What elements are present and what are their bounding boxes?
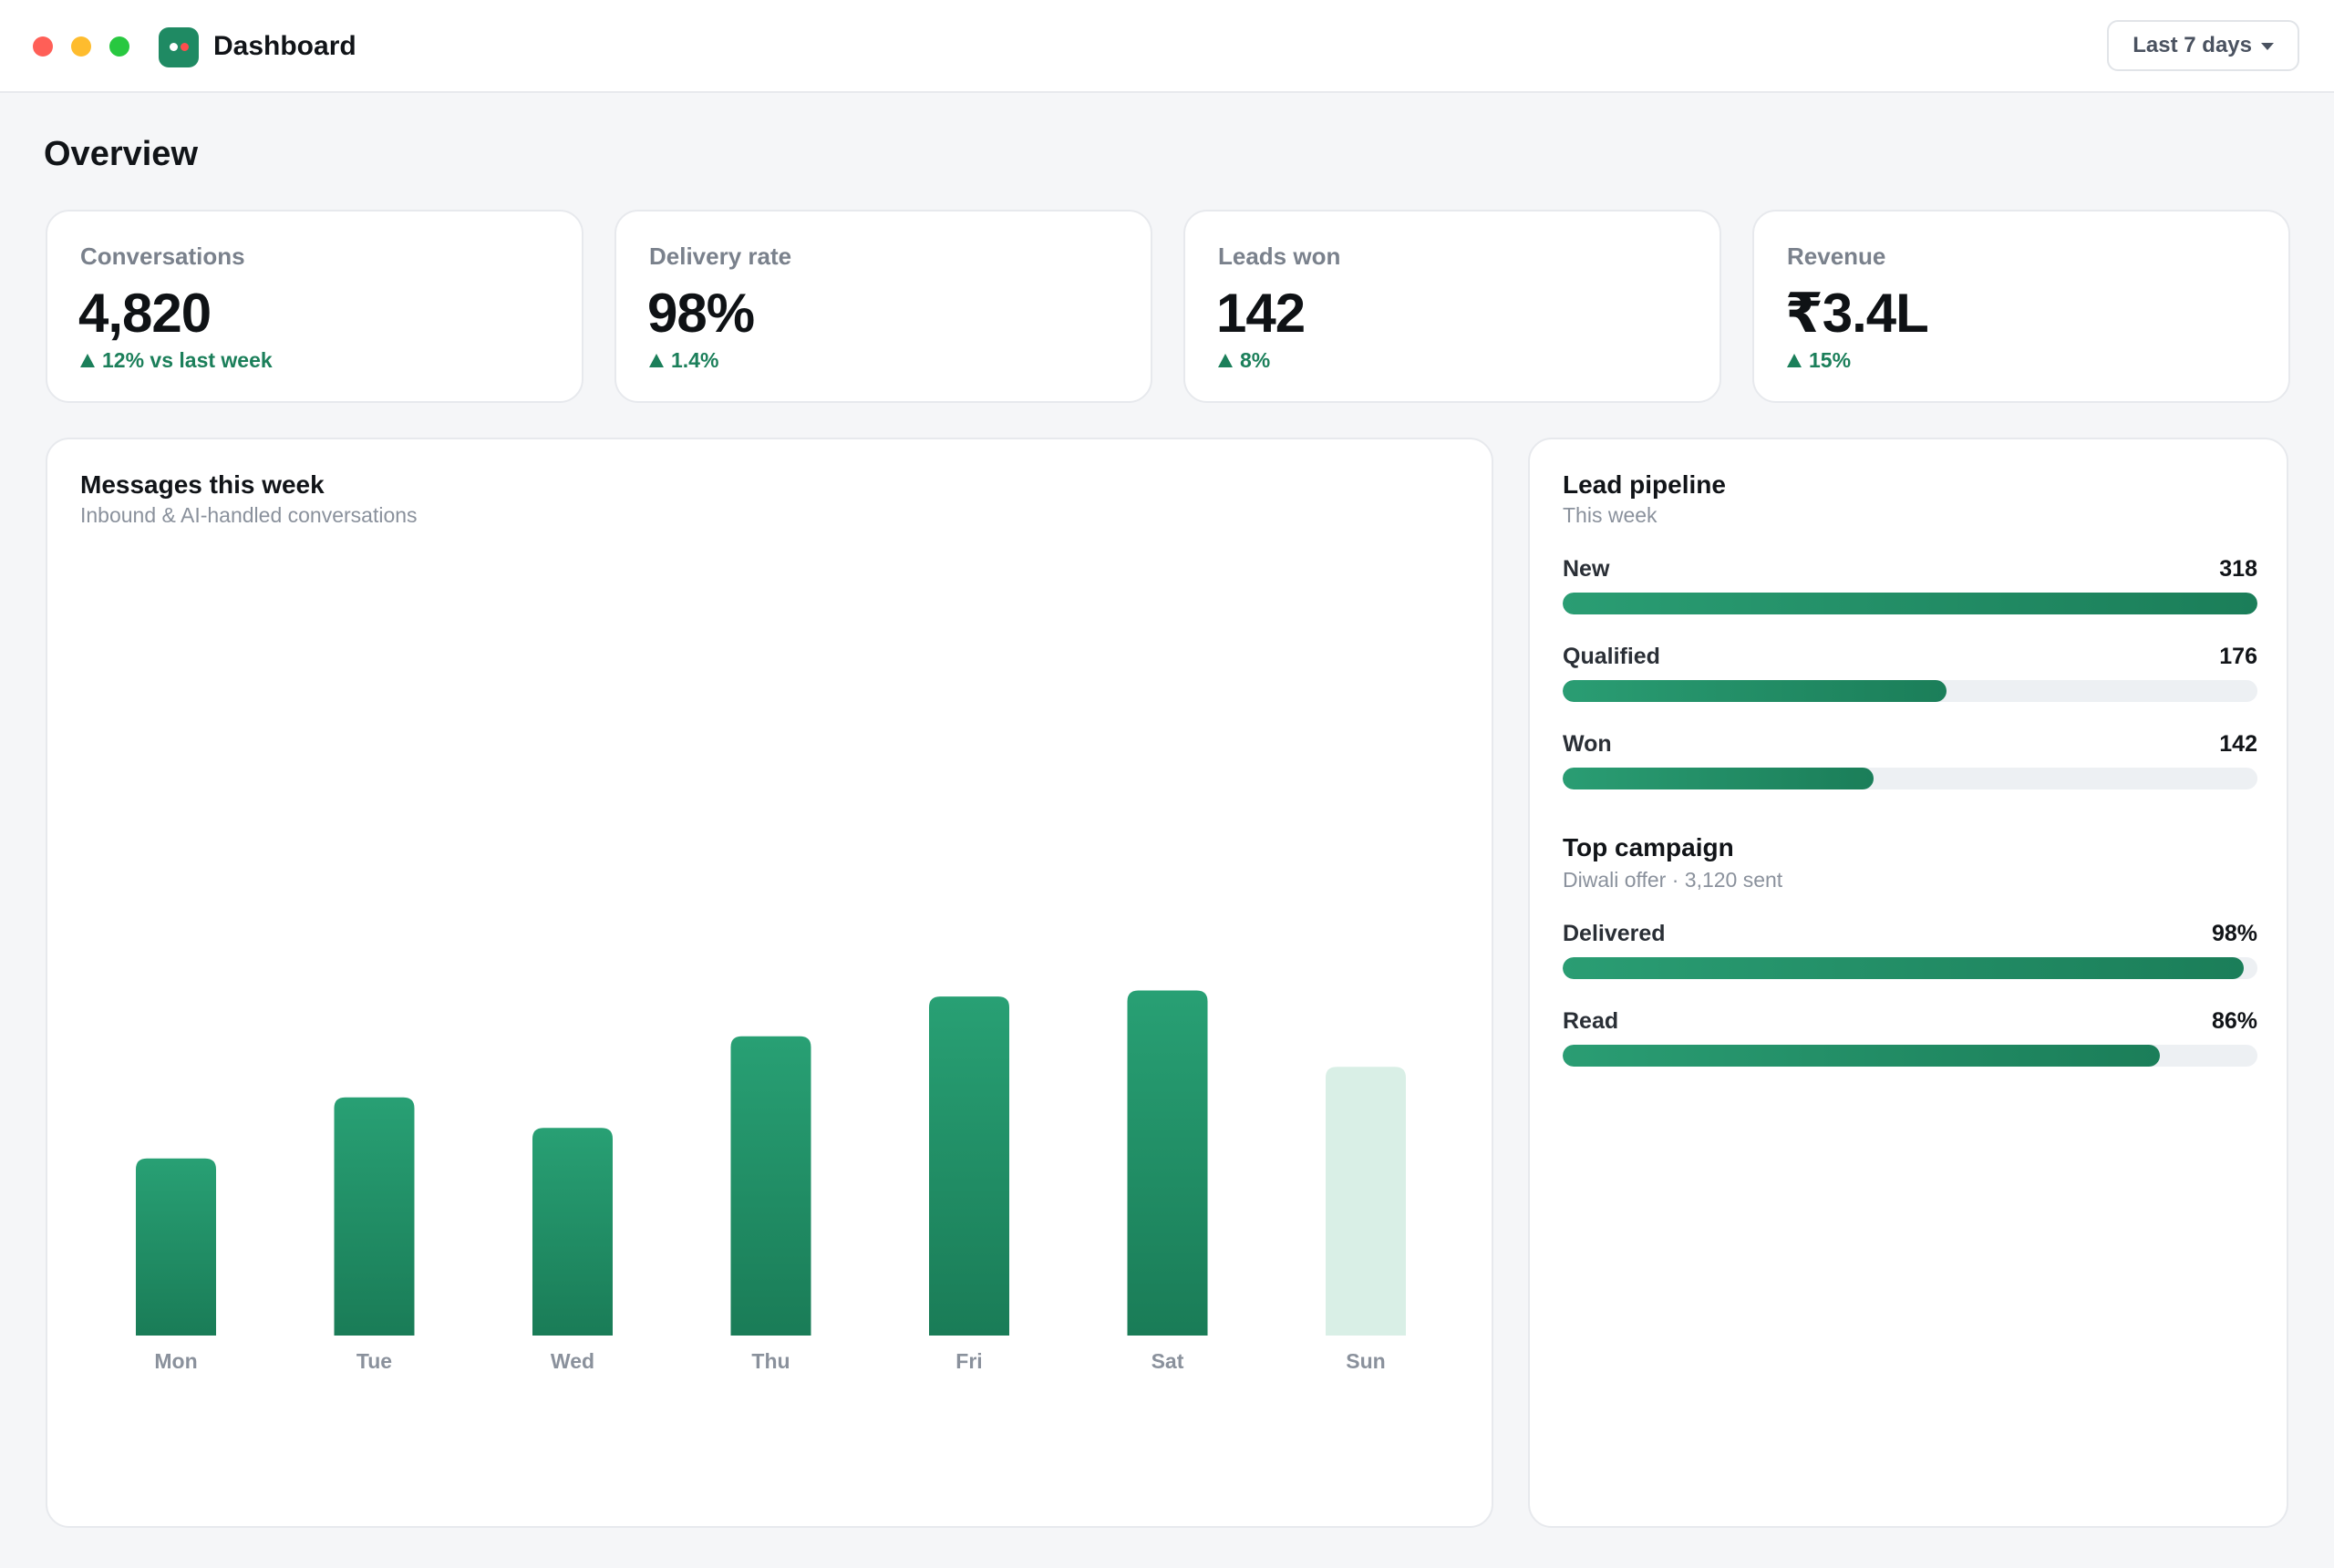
x-tick-label: Mon	[154, 1349, 197, 1373]
arrow-up-icon	[1218, 354, 1233, 367]
pipeline-row-value: 142	[2219, 731, 2257, 757]
kpi-value: ₹3.4L	[1785, 283, 1929, 344]
x-tick-label: Thu	[751, 1349, 790, 1373]
kpi-delta: 8%	[1218, 348, 1270, 373]
progress-track	[1563, 1045, 2257, 1067]
bar-mon	[136, 1158, 216, 1336]
kpi-value: 142	[1216, 283, 1306, 344]
pipeline-subtitle: This week	[1563, 503, 1658, 527]
kpi-delta-text: 8%	[1240, 348, 1271, 372]
chart-title: Messages this week	[80, 470, 325, 499]
bar-sun	[1326, 1067, 1406, 1336]
arrow-up-icon	[80, 354, 95, 367]
campaign-subtitle: Diwali offer · 3,120 sent	[1563, 868, 1783, 892]
date-range-label: Last 7 days	[2133, 33, 2252, 57]
arrow-up-icon	[649, 354, 664, 367]
bar-thu	[730, 1036, 811, 1336]
progress-track	[1563, 680, 2257, 702]
x-tick-label: Wed	[551, 1349, 594, 1373]
minimize-window-button[interactable]	[71, 36, 91, 57]
pipeline-row-value: 176	[2219, 644, 2257, 669]
kpi-delta-text: 15%	[1809, 348, 1852, 372]
kpi-label: Revenue	[1787, 242, 1886, 270]
progress-track	[1563, 593, 2257, 614]
arrow-up-icon	[1787, 354, 1802, 367]
campaign-title: Top campaign	[1563, 833, 1734, 861]
page-title: Overview	[44, 135, 198, 173]
progress-fill	[1563, 768, 1874, 789]
messages-bar-chart: Mon Tue Wed Thu Fri Sat Sun	[136, 990, 1406, 1373]
progress-track	[1563, 768, 2257, 789]
app-title: Dashboard	[213, 31, 356, 61]
kpi-value: 4,820	[78, 283, 212, 344]
progress-fill	[1563, 593, 2257, 614]
kpi-delta: 1.4%	[649, 348, 718, 373]
kpi-card-leads-won: Leads won 142 8%	[1183, 210, 1721, 403]
bar-wed	[532, 1128, 613, 1336]
campaign-row-value: 98%	[2211, 921, 2257, 946]
pipeline-row-label: Won	[1563, 731, 1612, 757]
date-range-select[interactable]: Last 7 days	[2107, 20, 2299, 71]
progress-fill	[1563, 1045, 2161, 1067]
kpi-label: Delivery rate	[649, 242, 792, 270]
x-tick-label: Sat	[1152, 1349, 1184, 1373]
bar-sat	[1127, 990, 1208, 1336]
x-tick-label: Fri	[955, 1349, 982, 1373]
kpi-delta-text: 12% vs last week	[102, 348, 273, 372]
kpi-card-delivery-rate: Delivery rate 98% 1.4%	[614, 210, 1152, 403]
title-bar: Dashboard Last 7 days	[0, 0, 2334, 93]
kpi-label: Conversations	[80, 242, 245, 270]
pipeline-row-label: New	[1563, 556, 1610, 582]
messages-chart-panel: Mon Tue Wed Thu Fri Sat Sun Messages this week…	[46, 438, 1493, 1528]
close-window-button[interactable]	[33, 36, 53, 57]
kpi-card-revenue: Revenue ₹3.4L 15%	[1752, 210, 2290, 403]
kpi-value: 98%	[647, 283, 755, 344]
pipeline-row-label: Qualified	[1563, 644, 1660, 669]
pipeline-row-value: 318	[2219, 556, 2257, 582]
lead-pipeline-panel: Lead pipeline This week New 318 Qualifie…	[1528, 438, 2288, 1528]
campaign-row-label: Read	[1563, 1008, 1619, 1034]
campaign-row-value: 86%	[2211, 1008, 2257, 1034]
app-logo-icon	[159, 27, 199, 67]
chart-subtitle: Inbound & AI-handled conversations	[80, 503, 418, 527]
kpi-card-conversations: Conversations 4,820 12% vs last week	[46, 210, 584, 403]
kpi-label: Leads won	[1218, 242, 1341, 270]
bar-fri	[929, 996, 1009, 1336]
bar-tue	[334, 1097, 415, 1336]
chevron-down-icon	[2261, 43, 2274, 50]
x-tick-label: Tue	[356, 1349, 392, 1373]
progress-track	[1563, 957, 2257, 979]
kpi-delta: 15%	[1787, 348, 1851, 373]
progress-fill	[1563, 680, 1947, 702]
maximize-window-button[interactable]	[109, 36, 129, 57]
kpi-delta: 12% vs last week	[80, 348, 273, 373]
x-tick-label: Sun	[1346, 1349, 1385, 1373]
progress-fill	[1563, 957, 2244, 979]
pipeline-title: Lead pipeline	[1563, 470, 1726, 499]
campaign-row-label: Delivered	[1563, 921, 1666, 946]
kpi-delta-text: 1.4%	[671, 348, 719, 372]
